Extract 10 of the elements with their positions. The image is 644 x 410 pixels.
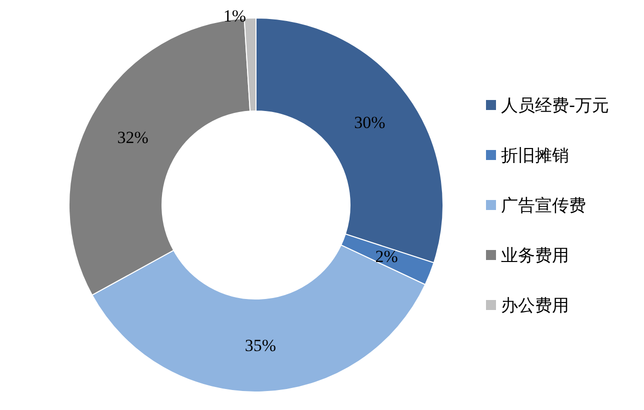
legend-label: 广告宣传费: [501, 194, 586, 216]
data-label: 1%: [223, 6, 246, 26]
data-label: 30%: [354, 112, 386, 132]
data-label: 35%: [244, 336, 276, 355]
legend-label: 办公费用: [501, 294, 569, 316]
data-label: 32%: [117, 128, 148, 147]
legend-label: 业务费用: [501, 244, 569, 266]
data-label: 2%: [375, 247, 398, 266]
legend-label: 人员经费-万元: [501, 94, 610, 116]
legend-label: 折旧摊销: [501, 144, 569, 166]
